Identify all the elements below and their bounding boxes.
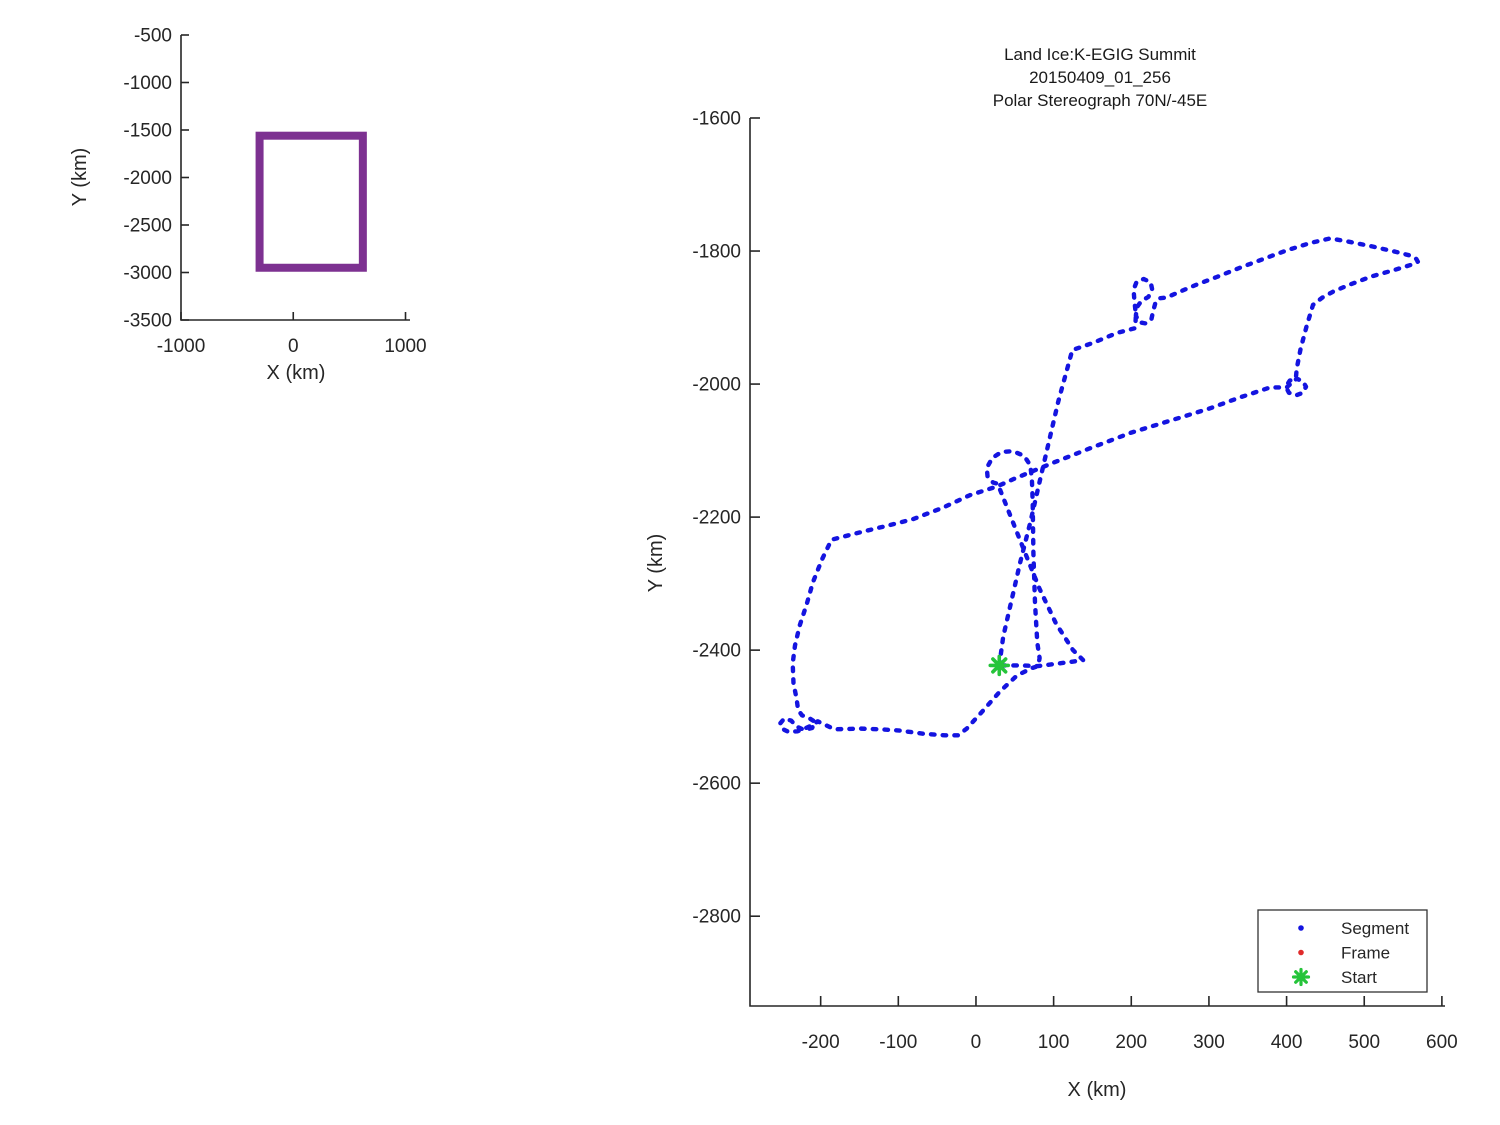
x-tick-label: 300 [1193, 1032, 1225, 1053]
segment-marker-icon [1298, 925, 1304, 931]
legend: Segment Frame Start [1257, 909, 1428, 993]
x-tick-label: 600 [1426, 1032, 1458, 1053]
y-tick-label: -3000 [123, 263, 172, 284]
y-tick-label: -2400 [692, 641, 741, 662]
x-tick-label: -200 [802, 1032, 840, 1053]
coverage-box [255, 131, 367, 272]
legend-label-start: Start [1341, 968, 1377, 987]
legend-label-frame: Frame [1341, 944, 1390, 963]
y-tick-label: -1800 [692, 242, 741, 263]
start-marker [988, 654, 1011, 677]
x-tick-label: 400 [1271, 1032, 1303, 1053]
overview-x-axis-label: X (km) [267, 362, 326, 384]
axis-spines [180, 35, 410, 321]
legend-label-segment: Segment [1341, 919, 1409, 938]
frame-marker-icon [1298, 949, 1304, 956]
x-tick-label: 500 [1348, 1032, 1380, 1053]
y-tick-label: -2000 [123, 168, 172, 189]
title-line-3: Polar Stereograph 70N/-45E [993, 91, 1208, 110]
y-tick-label: -3500 [123, 311, 172, 332]
overview-y-axis-label: Y (km) [69, 148, 91, 207]
x-tick-label: 0 [971, 1032, 982, 1053]
legend-box [1257, 909, 1428, 993]
y-tick-label: -1600 [692, 109, 741, 130]
main-plot-title: Land Ice:K-EGIG Summit 20150409_01_256 P… [993, 45, 1208, 110]
y-tick-label: -2200 [692, 508, 741, 529]
y-tick-label: -2600 [692, 774, 741, 795]
y-tick-label: -1500 [123, 121, 172, 142]
y-tick-label: -2000 [692, 375, 741, 396]
flight-track-segment [778, 236, 1421, 738]
title-line-1: Land Ice:K-EGIG Summit [1004, 45, 1196, 64]
y-tick-label: -500 [134, 26, 172, 47]
main-y-axis-label: Y (km) [645, 534, 667, 593]
asterisk-spoke [1294, 970, 1308, 984]
main-x-axis-label: X (km) [1068, 1079, 1127, 1101]
y-tick-label: -2500 [123, 216, 172, 237]
asterisk-spoke [991, 657, 1008, 674]
y-tick-label: -1000 [123, 73, 172, 94]
main-plot: -200 -100 0 100 200 300 400 500 600 -1600 -1800 -20… [692, 109, 1457, 1054]
title-line-2: 20150409_01_256 [1029, 68, 1171, 87]
x-tick-label: 0 [288, 336, 299, 357]
x-tick-label: 200 [1115, 1032, 1147, 1053]
x-tick-label: 100 [1038, 1032, 1070, 1053]
start-marker-glyph [1291, 967, 1311, 987]
x-tick-label: -1000 [157, 336, 206, 357]
start-marker-icon [1291, 967, 1311, 987]
axis-spines [749, 118, 1445, 1007]
x-tick-label: 1000 [384, 336, 426, 357]
overview-plot: -1000 0 1000 -500 -1000 -1500 -2000 -2500 -3000 -… [123, 26, 426, 358]
y-tick-label: -2800 [692, 907, 741, 928]
x-tick-label: -100 [879, 1032, 917, 1053]
